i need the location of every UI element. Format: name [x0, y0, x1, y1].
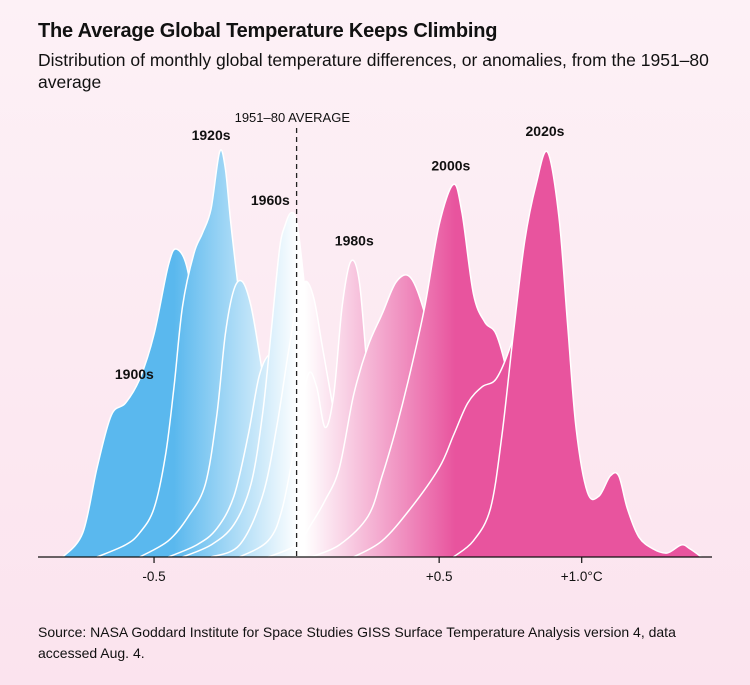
ridge-chart: 1951–80 AVERAGE 1900s 1920s 1960s 1980s 2000… — [38, 110, 712, 584]
label-1980s: 1980s — [335, 232, 374, 248]
density-areas — [62, 149, 702, 558]
average-label: 1951–80 AVERAGE — [235, 110, 351, 125]
area-2020s — [453, 151, 702, 557]
label-1900s: 1900s — [115, 366, 154, 382]
decade-labels: 1900s 1920s 1960s 1980s 2000s 2020s — [115, 123, 565, 382]
source-note: Source: NASA Goddard Institute for Space… — [38, 624, 676, 661]
label-1920s: 1920s — [192, 127, 231, 143]
tick-label: +0.5 — [426, 569, 453, 584]
chart-subtitle: Distribution of monthly global temperatu… — [38, 50, 709, 92]
tick-label: +1.0°C — [561, 569, 603, 584]
x-axis-ticks: -0.5 +0.5 +1.0°C — [142, 557, 603, 584]
label-2020s: 2020s — [526, 123, 565, 139]
outline-2020s — [452, 150, 702, 558]
label-1960s: 1960s — [251, 192, 290, 208]
label-2000s: 2000s — [431, 157, 470, 173]
tick-label: -0.5 — [142, 569, 165, 584]
chart-title: The Average Global Temperature Keeps Cli… — [38, 20, 498, 42]
